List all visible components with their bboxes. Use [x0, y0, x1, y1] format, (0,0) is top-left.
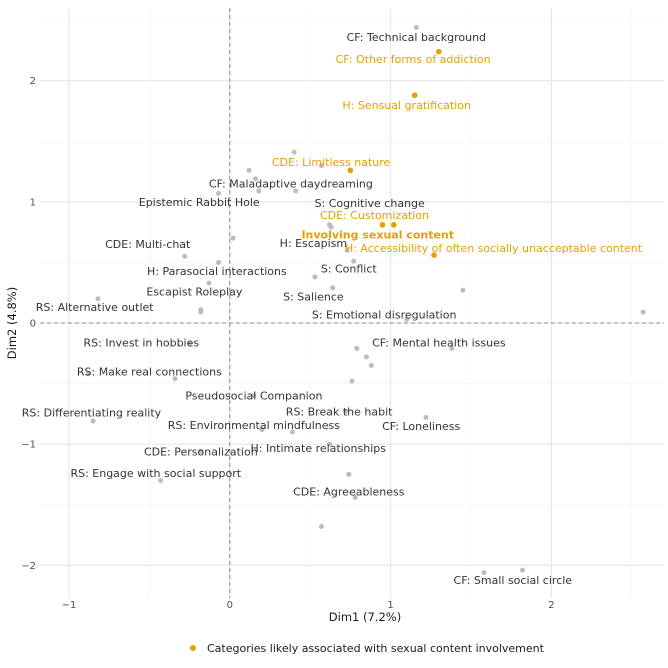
data-point	[318, 524, 324, 530]
data-point-highlight	[391, 222, 397, 228]
x-axis-title: Dim1 (7.2%)	[329, 610, 401, 624]
data-point	[413, 24, 419, 30]
data-point	[343, 408, 349, 414]
data-point	[198, 448, 204, 454]
data-point-highlight	[411, 92, 418, 99]
point-label: CF: Maladaptive daydreaming	[209, 178, 373, 191]
data-point	[349, 378, 355, 384]
y-tick-label: 1	[30, 197, 36, 208]
point-label: RS: Differentiating reality	[22, 407, 162, 420]
data-point-highlight	[379, 222, 386, 228]
y-tick-label: −1	[21, 440, 36, 451]
data-point	[351, 258, 357, 264]
data-point	[449, 345, 455, 351]
point-label: S: Conflict	[321, 262, 378, 275]
data-point	[640, 309, 646, 315]
point-label: H: Parasocial interactions	[147, 265, 287, 278]
point-label: CDE: Personalization	[144, 445, 258, 458]
data-point-highlight	[347, 167, 354, 174]
x-tick-label: 1	[387, 600, 393, 611]
legend-label: Categories likely associated with sexual…	[207, 642, 545, 655]
point-label: RS: Invest in hobbies	[84, 336, 200, 349]
data-point	[344, 247, 350, 253]
y-axis-title: Dim2 (4.8%)	[5, 287, 19, 359]
data-point	[346, 471, 352, 477]
data-point	[363, 354, 369, 360]
x-tick-label: −1	[62, 600, 77, 611]
data-point	[172, 376, 178, 382]
y-tick-label: −2	[21, 561, 36, 572]
point-label: Escapist Roleplay	[146, 285, 243, 298]
point-label: S: Emotional disregulation	[312, 309, 457, 322]
point-labels: CF: Technical background CF: Other forms …	[22, 31, 643, 587]
data-point	[423, 414, 429, 420]
data-point-highlight	[431, 252, 437, 258]
point-label: Epistemic Rabbit Hole	[139, 196, 260, 209]
point-label: H: Intimate relationships	[250, 442, 386, 455]
data-point	[85, 371, 91, 377]
point-label: RS: Make real connections	[77, 365, 222, 378]
data-point	[216, 190, 222, 196]
point-label: CDE: Multi-chat	[105, 238, 191, 251]
point-label: RS: Engage with social support	[70, 467, 241, 480]
point-label: CDE: Agreeableness	[293, 485, 405, 498]
point-label: H: Sensual gratification	[342, 99, 471, 112]
data-point	[256, 188, 262, 194]
data-point	[198, 309, 204, 315]
x-tick-label: 0	[227, 600, 233, 611]
point-label: CF: Other forms of addiction	[336, 53, 491, 66]
data-point	[330, 285, 336, 291]
point-label: RS: Alternative outlet	[36, 301, 155, 314]
data-point	[318, 162, 324, 168]
data-point	[206, 280, 212, 286]
y-tick-label: 2	[30, 76, 36, 87]
data-point-highlight	[436, 48, 442, 55]
legend-marker-highlight	[190, 645, 196, 651]
point-label: CF: Mental health issues	[372, 336, 506, 349]
data-point	[354, 345, 360, 351]
point-label: CDE: Customization	[320, 209, 429, 222]
point-label: CF: Small social circle	[454, 574, 573, 587]
point-label: S: Salience	[283, 290, 344, 303]
data-point	[368, 362, 374, 368]
y-tick-label: 0	[30, 318, 36, 329]
data-point	[460, 287, 466, 293]
data-point	[289, 429, 295, 435]
data-point	[352, 494, 358, 500]
data-point	[519, 567, 525, 573]
x-tick-label: 2	[548, 600, 554, 611]
point-label: H: Accessibility of often socially unacc…	[345, 242, 643, 255]
data-point	[253, 176, 259, 182]
point-label: CF: Loneliness	[382, 420, 460, 433]
point-label: RS: Environmental mindfulness	[168, 419, 340, 432]
point-label: S: Cognitive change	[315, 197, 425, 210]
data-point	[216, 259, 222, 265]
data-points	[85, 24, 646, 576]
axes: −1 0 1 2 −2 −1 0 1 2	[21, 8, 664, 611]
data-point	[326, 441, 332, 447]
data-point	[158, 477, 164, 483]
data-point	[312, 274, 318, 280]
data-point	[259, 427, 265, 433]
data-point	[187, 341, 193, 347]
point-label: H: Escapism	[280, 237, 347, 250]
data-point	[246, 167, 252, 173]
legend: Categories likely associated with sexual…	[190, 642, 545, 655]
data-point	[90, 418, 96, 424]
point-label: Involving sexual content	[301, 229, 454, 242]
data-point	[182, 253, 188, 259]
data-point	[230, 235, 236, 241]
point-label: Pseudosocial Companion	[185, 390, 322, 403]
data-point	[291, 149, 297, 155]
point-label: CDE: Limitless nature	[272, 156, 391, 169]
data-point	[95, 296, 101, 302]
point-label: RS: Break the habit	[286, 405, 393, 418]
data-point	[293, 188, 299, 194]
data-point	[404, 316, 410, 322]
point-label: CF: Technical background	[347, 31, 486, 44]
data-point	[328, 224, 334, 230]
data-point	[251, 393, 257, 399]
data-point	[481, 570, 487, 576]
